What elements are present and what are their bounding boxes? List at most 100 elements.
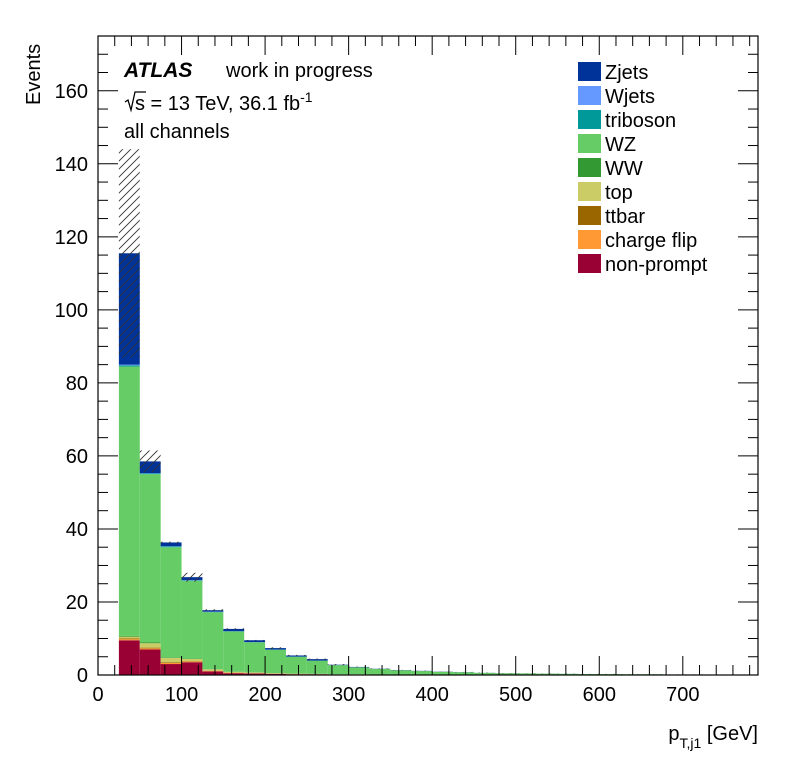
x-axis-title: pT,j1 [GeV] [668,723,758,751]
channel-label: all channels [124,121,230,143]
legend-label-non-prompt: non-prompt [605,254,708,276]
y-tick-label: 140 [55,154,88,176]
legend-label-ww: WW [605,158,643,180]
bar-wz [494,673,516,675]
uncertainty-band [202,609,224,612]
uncertainty-band [327,664,349,666]
y-tick-label: 0 [77,665,88,687]
bar-wz [348,667,370,675]
bar-zjets [244,640,266,643]
legend-label-ttbar: ttbar [605,206,645,228]
bar-charge-flip [160,662,182,665]
y-axis-title: Events [23,44,45,105]
bar-wz [557,673,579,675]
bar-top [181,658,203,662]
bar-top [244,672,266,674]
uncertainty-band [306,658,328,660]
bar-wz [202,612,224,670]
bar-zjets [306,659,328,661]
bar-wz [515,673,537,675]
uncertainty-band [244,639,266,641]
plot-frame [97,35,759,676]
bar-wz [181,580,203,659]
sqrt-symbol [124,91,146,113]
bar-non-prompt [118,640,140,675]
x-tick-label: 400 [415,684,448,706]
legend-swatch-ttbar [578,206,601,225]
bar-zjets [160,542,182,547]
energy-label: s = 13 TeV, 36.1 fb-1 [135,89,313,115]
legend-label-top: top [605,182,633,204]
bar-wz [453,672,474,675]
bar-ttbar [139,647,161,649]
bar-wz [306,660,328,674]
x-tick-label: 500 [499,684,532,706]
x-axis-title-subscript: T,j1 [680,735,702,751]
bar-zjets [223,628,245,632]
bar-wz [369,669,391,675]
status-label: work in progress [225,60,373,82]
uncertainty-band [369,668,391,670]
legend-swatch-wz [578,134,601,153]
y-tick-label: 60 [66,446,88,468]
y-tick-label: 80 [66,373,88,395]
bar-triboson [160,546,182,548]
x-axis-title-unit: [GeV] [701,723,758,745]
x-tick-labels: 0 100 200 300 400 500 600 700 [92,684,699,706]
legend-swatch-zjets [578,62,601,81]
legend-swatch-top [578,182,601,201]
bar-wz [139,474,161,643]
axis-ticks [97,35,758,676]
x-tick-label: 700 [666,684,699,706]
bar-wz [411,671,433,675]
bar-wz [244,642,266,673]
legend-swatch-ww [578,158,601,177]
bar-triboson [118,365,140,367]
y-tick-label: 100 [55,300,88,322]
x-tick-label: 600 [583,684,616,706]
bar-triboson [139,473,161,475]
uncertainty-band [348,666,370,668]
bar-wz [118,366,140,636]
legend-swatch-charge-flip [578,230,601,249]
x-tick-label: 100 [165,684,198,706]
x-tick-label: 0 [92,684,103,706]
bar-wz [473,672,495,675]
legend-swatch-wjets [578,86,601,105]
bar-wz [285,656,307,674]
bar-wz [327,665,349,675]
bar-non-prompt [160,664,182,675]
energy-label-s: s [135,93,145,115]
bar-top [139,643,161,648]
bar-top [223,671,245,673]
legend-label-zjets: Zjets [605,62,648,84]
bar-top [118,636,140,639]
bar-wz [265,649,286,674]
x-tick-label: 300 [332,684,365,706]
uncertainty-bands [118,149,758,675]
bar-non-prompt [223,673,245,675]
legend-label-triboson: triboson [605,110,676,132]
uncertainty-band [285,654,307,657]
bar-charge-flip [118,639,140,641]
bar-ww [118,635,140,637]
bar-charge-flip [181,661,203,663]
legend-label-wjets: Wjets [605,86,655,108]
uncertainty-band [139,450,161,473]
bar-non-prompt [244,673,266,675]
bar-wz [536,673,558,675]
y-tick-label: 120 [55,227,88,249]
bar-ww [139,642,161,644]
uncertainty-band [118,149,140,358]
legend-swatch-non-prompt [578,254,601,273]
bar-wz [432,671,454,675]
bar-top [160,657,182,663]
uncertainty-band [181,572,203,582]
bar-ttbar [160,662,182,663]
bar-charge-flip [139,648,161,650]
atlas-label: ATLAS [123,59,192,82]
bar-non-prompt [139,649,161,675]
bar-non-prompt [202,671,224,675]
